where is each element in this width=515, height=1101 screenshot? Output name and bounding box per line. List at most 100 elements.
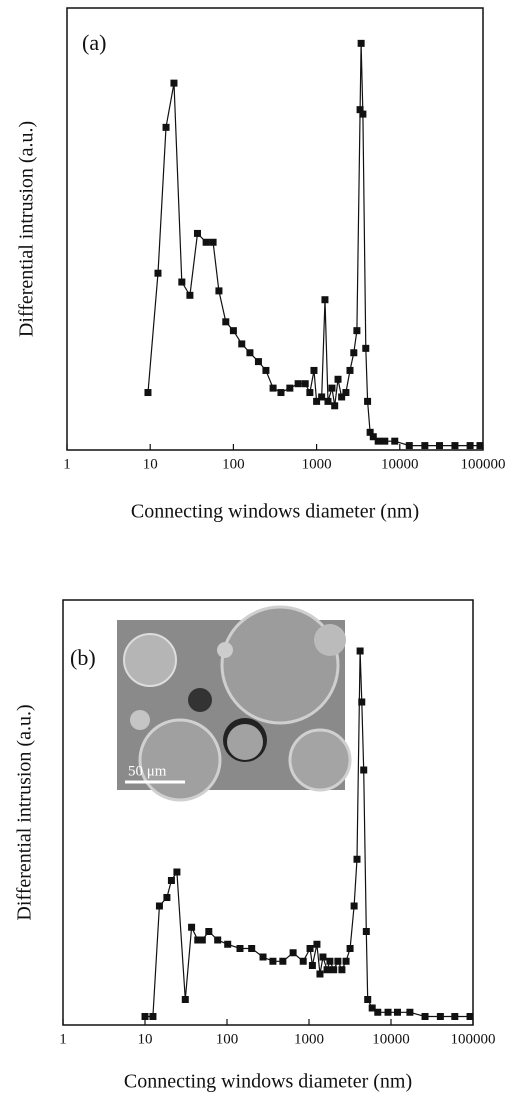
x-axis-label: Connecting windows diameter (nm): [124, 1071, 412, 1093]
data-point: [342, 389, 350, 397]
data-point: [269, 957, 277, 965]
data-point: [205, 928, 213, 935]
data-point: [364, 996, 372, 1003]
data-point: [346, 366, 354, 374]
data-point: [356, 106, 364, 114]
x-tick-label: 1: [59, 1031, 67, 1047]
data-point: [342, 957, 350, 965]
data-point: [186, 291, 194, 299]
x-tick-label: 100: [216, 1031, 239, 1047]
data-point: [353, 327, 361, 335]
data-point: [286, 384, 294, 392]
data-point: [215, 287, 223, 295]
x-tick-label: 1000: [294, 1031, 324, 1047]
data-point: [328, 384, 336, 392]
data-point: [476, 442, 484, 450]
data-point: [319, 953, 327, 961]
data-point: [269, 384, 277, 392]
data-point: [362, 344, 370, 352]
data-point: [306, 945, 314, 952]
x-tick-label: 1000: [302, 456, 332, 472]
data-point: [381, 437, 389, 445]
data-point: [338, 393, 346, 401]
x-axis-label: Connecting windows diameter (nm): [131, 501, 419, 523]
data-point: [393, 1008, 401, 1016]
data-point: [369, 433, 377, 441]
data-point: [170, 79, 178, 87]
data-point: [262, 366, 270, 374]
data-point: [246, 349, 254, 357]
data-point: [321, 296, 329, 304]
data-point: [451, 442, 459, 450]
data-point: [154, 269, 162, 277]
x-tick-label: 10000: [372, 1031, 410, 1047]
y-axis-label: Differential intrusion (a.u.): [16, 121, 38, 337]
data-point: [356, 647, 364, 655]
data-point: [308, 962, 316, 969]
data-point: [277, 389, 285, 397]
data-point: [421, 1013, 429, 1020]
x-tick-label: 10: [143, 456, 158, 472]
data-point: [405, 442, 413, 450]
scale-bar-label: 50 μm: [128, 763, 167, 779]
data-point: [224, 940, 232, 948]
plot-frame: [62, 599, 474, 1026]
data-point: [324, 397, 332, 405]
data-point: [451, 1013, 459, 1020]
data-point: [202, 238, 210, 246]
panel-label: (a): [82, 30, 106, 55]
data-point: [194, 936, 202, 944]
data-point: [141, 1013, 149, 1020]
inset-image: [117, 605, 352, 802]
data-point: [366, 428, 374, 436]
data-point: [421, 442, 429, 450]
data-point: [193, 229, 201, 237]
data-point: [316, 970, 324, 978]
data-point: [357, 39, 365, 47]
data-point: [358, 698, 366, 706]
data-point: [209, 238, 217, 246]
data-point: [350, 902, 358, 910]
data-point: [162, 123, 170, 131]
x-tick-label: 1: [63, 456, 71, 472]
data-point: [310, 366, 318, 374]
data-point: [178, 278, 186, 286]
data-point: [144, 389, 152, 397]
data-point: [259, 953, 267, 961]
data-point: [198, 936, 206, 944]
data-point: [466, 442, 474, 450]
data-point: [466, 1013, 474, 1020]
data-point: [229, 327, 237, 335]
data-point: [331, 402, 339, 410]
data-point: [238, 340, 246, 348]
x-tick-label: 10000: [381, 456, 419, 472]
data-point: [330, 966, 338, 974]
x-tick-label: 10: [138, 1031, 153, 1047]
panel-label: (b): [70, 645, 96, 670]
data-point: [326, 957, 334, 965]
data-point: [362, 928, 370, 935]
data-point: [353, 855, 361, 863]
data-point: [384, 1008, 392, 1016]
data-point: [248, 945, 256, 952]
data-point: [334, 375, 342, 383]
data-point: [188, 923, 196, 931]
data-point: [181, 996, 189, 1003]
data-point: [368, 1004, 376, 1012]
data-point: [360, 766, 368, 774]
data-point: [167, 877, 175, 884]
x-tick-label: 100000: [461, 456, 506, 472]
data-point: [406, 1008, 414, 1016]
data-point: [374, 1008, 382, 1016]
data-point: [436, 1013, 444, 1020]
data-point: [155, 902, 163, 910]
plot-frame: [66, 7, 484, 451]
x-tick-label: 100: [222, 456, 245, 472]
data-point: [350, 349, 358, 357]
data-line: [147, 43, 480, 447]
data-point: [391, 437, 399, 445]
y-axis-label: Differential intrusion (a.u.): [14, 704, 36, 920]
data-point: [374, 437, 382, 445]
data-point: [236, 945, 244, 952]
